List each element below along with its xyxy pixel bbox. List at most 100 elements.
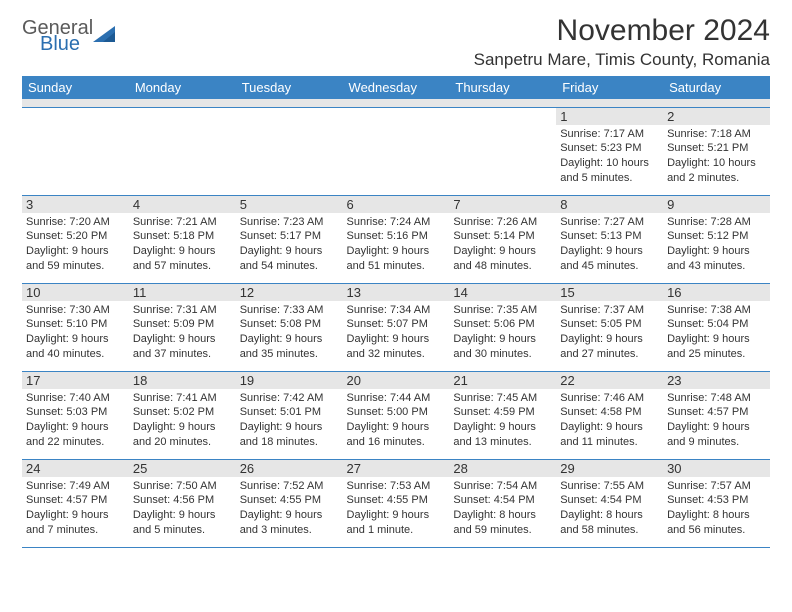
day-number: 3	[22, 196, 129, 213]
day-cell: 13Sunrise: 7:34 AMSunset: 5:07 PMDayligh…	[343, 283, 450, 371]
daylight-text: Daylight: 9 hours and 59 minutes.	[26, 244, 125, 274]
sunset-text: Sunset: 5:18 PM	[133, 229, 232, 244]
day-number: 19	[236, 372, 343, 389]
calendar-body: 1 Sunrise: 7:17 AMSunset: 5:23 PMDaylight…	[22, 107, 770, 547]
day-cell: 29Sunrise: 7:55 AMSunset: 4:54 PMDayligh…	[556, 459, 663, 547]
day-events: Sunrise: 7:44 AMSunset: 5:00 PMDaylight:…	[347, 391, 446, 450]
day-events: Sunrise: 7:17 AMSunset: 5:23 PMDaylight:…	[560, 127, 659, 186]
daylight-text: Daylight: 8 hours and 59 minutes.	[453, 508, 552, 538]
day-number: 20	[343, 372, 450, 389]
calendar-week-row: 24 Sunrise: 7:49 AMSunset: 4:57 PMDayligh…	[22, 459, 770, 547]
empty-cell	[343, 107, 450, 195]
empty-cell	[129, 107, 236, 195]
sunrise-text: Sunrise: 7:42 AM	[240, 391, 339, 406]
daylight-text: Daylight: 9 hours and 11 minutes.	[560, 420, 659, 450]
sunrise-text: Sunrise: 7:57 AM	[667, 479, 766, 494]
day-cell: 5 Sunrise: 7:23 AMSunset: 5:17 PMDaylight…	[236, 195, 343, 283]
sunset-text: Sunset: 5:03 PM	[26, 405, 125, 420]
day-number: 22	[556, 372, 663, 389]
day-number: 8	[556, 196, 663, 213]
day-cell: 11Sunrise: 7:31 AMSunset: 5:09 PMDayligh…	[129, 283, 236, 371]
sunrise-text: Sunrise: 7:45 AM	[453, 391, 552, 406]
dayname-friday: Friday	[556, 76, 663, 99]
logo: General Blue	[22, 14, 119, 54]
sunrise-text: Sunrise: 7:55 AM	[560, 479, 659, 494]
day-events: Sunrise: 7:33 AMSunset: 5:08 PMDaylight:…	[240, 303, 339, 362]
daylight-text: Daylight: 8 hours and 56 minutes.	[667, 508, 766, 538]
daylight-text: Daylight: 9 hours and 45 minutes.	[560, 244, 659, 274]
day-cell: 15Sunrise: 7:37 AMSunset: 5:05 PMDayligh…	[556, 283, 663, 371]
day-number: 2	[663, 108, 770, 125]
sunrise-text: Sunrise: 7:52 AM	[240, 479, 339, 494]
empty-cell	[449, 107, 556, 195]
day-cell: 27 Sunrise: 7:53 AMSunset: 4:55 PMDayligh…	[343, 459, 450, 547]
day-number: 9	[663, 196, 770, 213]
sunset-text: Sunset: 4:57 PM	[26, 493, 125, 508]
sunrise-text: Sunrise: 7:27 AM	[560, 215, 659, 230]
day-number: 1	[556, 108, 663, 125]
day-cell: 23Sunrise: 7:48 AMSunset: 4:57 PMDayligh…	[663, 371, 770, 459]
sunrise-text: Sunrise: 7:41 AM	[133, 391, 232, 406]
empty-cell	[22, 107, 129, 195]
sunrise-text: Sunrise: 7:18 AM	[667, 127, 766, 142]
daylight-text: Daylight: 9 hours and 48 minutes.	[453, 244, 552, 274]
sunset-text: Sunset: 5:23 PM	[560, 141, 659, 156]
daylight-text: Daylight: 9 hours and 37 minutes.	[133, 332, 232, 362]
daylight-text: Daylight: 9 hours and 25 minutes.	[667, 332, 766, 362]
day-number: 7	[449, 196, 556, 213]
day-number: 29	[556, 460, 663, 477]
day-number: 27	[343, 460, 450, 477]
sunrise-text: Sunrise: 7:44 AM	[347, 391, 446, 406]
day-cell: 6 Sunrise: 7:24 AMSunset: 5:16 PMDaylight…	[343, 195, 450, 283]
day-number: 21	[449, 372, 556, 389]
day-cell: 16Sunrise: 7:38 AMSunset: 5:04 PMDayligh…	[663, 283, 770, 371]
day-header-row: Sunday Monday Tuesday Wednesday Thursday…	[22, 76, 770, 99]
daylight-text: Daylight: 9 hours and 22 minutes.	[26, 420, 125, 450]
day-number: 26	[236, 460, 343, 477]
location-text: Sanpetru Mare, Timis County, Romania	[474, 50, 770, 70]
daylight-text: Daylight: 9 hours and 18 minutes.	[240, 420, 339, 450]
sunrise-text: Sunrise: 7:34 AM	[347, 303, 446, 318]
logo-triangle-icon	[93, 24, 119, 51]
sunset-text: Sunset: 5:09 PM	[133, 317, 232, 332]
dayname-monday: Monday	[129, 76, 236, 99]
sunrise-text: Sunrise: 7:28 AM	[667, 215, 766, 230]
day-cell: 24 Sunrise: 7:49 AMSunset: 4:57 PMDayligh…	[22, 459, 129, 547]
day-number: 13	[343, 284, 450, 301]
sunset-text: Sunset: 5:20 PM	[26, 229, 125, 244]
sunset-text: Sunset: 5:13 PM	[560, 229, 659, 244]
day-number: 15	[556, 284, 663, 301]
header: General Blue November 2024 Sanpetru Mare…	[22, 14, 770, 70]
sunrise-text: Sunrise: 7:48 AM	[667, 391, 766, 406]
daylight-text: Daylight: 10 hours and 5 minutes.	[560, 156, 659, 186]
sunrise-text: Sunrise: 7:24 AM	[347, 215, 446, 230]
title-block: November 2024 Sanpetru Mare, Timis Count…	[474, 14, 770, 70]
day-events: Sunrise: 7:49 AMSunset: 4:57 PMDaylight:…	[26, 479, 125, 538]
day-cell: 10Sunrise: 7:30 AMSunset: 5:10 PMDayligh…	[22, 283, 129, 371]
dayname-sunday: Sunday	[22, 76, 129, 99]
day-number: 24	[22, 460, 129, 477]
daylight-text: Daylight: 9 hours and 27 minutes.	[560, 332, 659, 362]
day-cell: 26Sunrise: 7:52 AMSunset: 4:55 PMDayligh…	[236, 459, 343, 547]
daylight-text: Daylight: 9 hours and 7 minutes.	[26, 508, 125, 538]
daylight-text: Daylight: 9 hours and 32 minutes.	[347, 332, 446, 362]
day-events: Sunrise: 7:23 AMSunset: 5:17 PMDaylight:…	[240, 215, 339, 274]
day-events: Sunrise: 7:24 AMSunset: 5:16 PMDaylight:…	[347, 215, 446, 274]
day-number: 18	[129, 372, 236, 389]
day-cell: 22Sunrise: 7:46 AMSunset: 4:58 PMDayligh…	[556, 371, 663, 459]
sunset-text: Sunset: 4:58 PM	[560, 405, 659, 420]
daylight-text: Daylight: 9 hours and 16 minutes.	[347, 420, 446, 450]
day-number: 6	[343, 196, 450, 213]
day-cell: 2Sunrise: 7:18 AMSunset: 5:21 PMDaylight…	[663, 107, 770, 195]
sunrise-text: Sunrise: 7:50 AM	[133, 479, 232, 494]
daylight-text: Daylight: 9 hours and 30 minutes.	[453, 332, 552, 362]
sunset-text: Sunset: 4:54 PM	[560, 493, 659, 508]
day-number: 28	[449, 460, 556, 477]
sunset-text: Sunset: 4:54 PM	[453, 493, 552, 508]
daylight-text: Daylight: 9 hours and 54 minutes.	[240, 244, 339, 274]
day-events: Sunrise: 7:20 AMSunset: 5:20 PMDaylight:…	[26, 215, 125, 274]
dayname-thursday: Thursday	[449, 76, 556, 99]
day-number: 5	[236, 196, 343, 213]
sunset-text: Sunset: 5:10 PM	[26, 317, 125, 332]
day-events: Sunrise: 7:53 AMSunset: 4:55 PMDaylight:…	[347, 479, 446, 538]
